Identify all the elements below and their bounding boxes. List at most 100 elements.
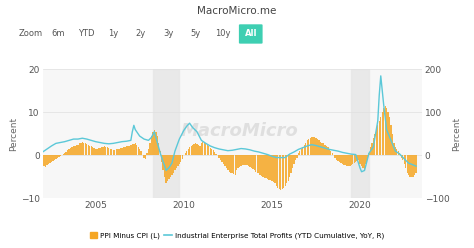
Bar	[386, 108, 387, 155]
Bar	[351, 155, 352, 165]
Bar	[261, 155, 263, 176]
Bar	[171, 155, 173, 175]
Bar	[284, 155, 286, 186]
Bar	[252, 155, 254, 169]
Bar	[343, 155, 345, 165]
Bar	[271, 155, 273, 181]
Bar	[58, 155, 60, 157]
Bar	[270, 155, 271, 180]
Bar	[116, 149, 117, 155]
Bar	[137, 147, 139, 155]
Bar	[96, 149, 98, 155]
Bar	[401, 155, 402, 157]
Bar	[191, 146, 192, 155]
Bar	[228, 155, 230, 172]
Bar	[133, 144, 135, 155]
Bar	[158, 143, 159, 155]
Bar	[109, 149, 111, 155]
Bar	[63, 154, 64, 155]
Bar	[399, 153, 401, 155]
Bar	[46, 155, 48, 165]
Bar	[342, 155, 343, 164]
Bar	[135, 143, 136, 155]
Bar	[132, 144, 133, 155]
Bar	[154, 130, 155, 155]
Bar	[280, 155, 282, 190]
Bar	[259, 155, 261, 175]
Bar	[108, 148, 109, 155]
Bar	[221, 155, 223, 162]
Y-axis label: Percent: Percent	[9, 117, 18, 151]
Bar	[101, 147, 102, 155]
Bar	[273, 155, 274, 182]
Bar	[240, 155, 242, 166]
Bar	[168, 155, 170, 179]
Bar	[302, 147, 303, 155]
Bar	[274, 155, 275, 183]
Bar	[149, 143, 151, 155]
Bar	[295, 155, 296, 160]
Bar	[202, 142, 203, 155]
Text: 3y: 3y	[163, 29, 173, 38]
Bar	[192, 145, 193, 155]
Bar	[396, 149, 398, 155]
Bar	[308, 139, 310, 155]
Bar	[359, 155, 361, 164]
Bar	[317, 139, 318, 155]
Bar	[144, 155, 145, 157]
Bar	[289, 155, 290, 177]
Bar	[139, 149, 140, 155]
Bar	[73, 146, 74, 155]
Text: 2y: 2y	[136, 29, 146, 38]
Bar	[239, 155, 240, 167]
Bar	[89, 146, 91, 155]
Bar	[167, 155, 168, 181]
Bar	[52, 155, 54, 160]
Bar	[148, 149, 149, 155]
Bar	[224, 155, 226, 166]
Bar	[98, 148, 99, 155]
Bar	[193, 144, 195, 155]
Bar	[188, 149, 189, 155]
Bar	[163, 155, 164, 170]
Bar	[86, 144, 87, 155]
Bar	[186, 151, 187, 155]
Bar	[95, 149, 96, 155]
Text: MacroMicro.me: MacroMicro.me	[197, 6, 277, 16]
Bar	[254, 155, 255, 170]
Bar	[170, 155, 171, 177]
Bar	[283, 155, 284, 188]
Bar	[127, 146, 128, 155]
Bar	[201, 143, 202, 155]
Bar	[74, 146, 75, 155]
Bar	[387, 112, 389, 155]
Bar	[151, 136, 152, 155]
Bar	[371, 143, 373, 155]
Bar	[411, 155, 412, 177]
Bar	[155, 132, 156, 155]
Bar	[267, 155, 268, 179]
Bar	[363, 155, 364, 168]
Bar	[282, 155, 283, 189]
Bar	[245, 155, 246, 165]
Bar	[161, 155, 163, 162]
Bar	[232, 155, 233, 173]
Bar	[301, 149, 302, 155]
Bar	[320, 142, 321, 155]
Bar	[102, 147, 104, 155]
Bar	[77, 145, 79, 155]
Bar	[398, 151, 399, 155]
Bar	[365, 155, 366, 164]
Bar	[364, 155, 365, 170]
Bar	[383, 108, 384, 155]
Bar	[114, 150, 115, 155]
Bar	[204, 143, 205, 155]
Bar	[347, 155, 349, 166]
Bar	[382, 112, 383, 155]
Bar	[255, 155, 256, 172]
Bar	[251, 155, 252, 168]
Bar	[136, 145, 137, 155]
Bar	[121, 148, 123, 155]
Bar	[112, 150, 114, 155]
Bar	[176, 155, 177, 168]
